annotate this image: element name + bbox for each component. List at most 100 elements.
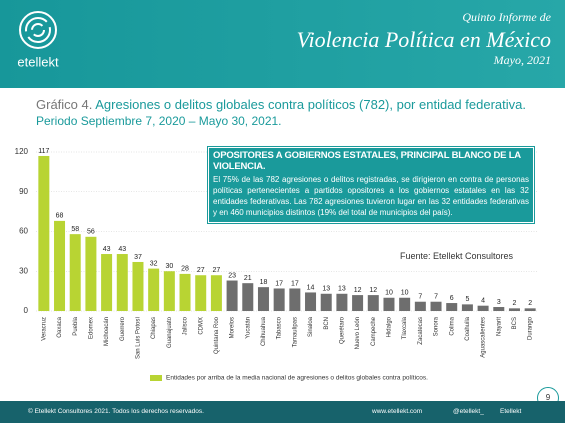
header-title: Violencia Política en México — [296, 27, 551, 52]
value-label: 30 — [165, 263, 173, 270]
x-tick-label: Veracruz — [41, 317, 47, 341]
x-tick-label: Colima — [449, 316, 455, 335]
bar — [54, 220, 66, 311]
header-kicker: Quinto Informe de — [462, 10, 551, 24]
x-tick-label: Tlaxcala — [402, 316, 408, 339]
bar — [38, 155, 50, 311]
value-label: 32 — [150, 260, 158, 267]
value-label: 37 — [134, 254, 142, 261]
x-tick-label: Querétaro — [339, 316, 345, 344]
y-tick-label: 120 — [15, 147, 29, 156]
value-label: 117 — [38, 148, 49, 155]
bar — [210, 275, 222, 311]
bar — [163, 271, 175, 311]
x-tick-label: Tabasco — [277, 316, 283, 339]
y-tick-label: 0 — [24, 306, 29, 315]
value-label: 10 — [385, 290, 393, 297]
x-tick-label: Zacatecas — [418, 317, 424, 345]
legend-label: Entidades por arriba de la media naciona… — [166, 375, 428, 382]
x-tick-label: Coahuila — [465, 316, 471, 340]
chart-label: Gráfico 4. — [36, 97, 93, 112]
bar — [336, 293, 348, 311]
logo: etellekt — [17, 11, 59, 69]
footer-twitter[interactable]: @etellekt_ — [453, 408, 484, 415]
x-tick-label: Yucatán — [245, 317, 251, 339]
bar — [273, 288, 285, 311]
value-label: 18 — [260, 279, 268, 286]
x-tick-label: Puebla — [73, 316, 79, 335]
value-label: 68 — [56, 213, 64, 220]
x-tick-label: Hidalgo — [387, 316, 393, 337]
x-tick-label: Aguascalientes — [481, 317, 487, 358]
source: Fuente: Etellekt Consultores — [400, 251, 514, 261]
x-tick-label: Oaxaca — [57, 316, 63, 337]
y-tick-label: 30 — [19, 266, 28, 275]
x-tick-label: Chiapas — [151, 317, 157, 339]
bar — [524, 308, 536, 311]
bar — [508, 308, 520, 311]
value-label: 58 — [71, 226, 79, 233]
value-label: 43 — [103, 246, 111, 253]
bar — [430, 301, 442, 311]
bar — [148, 268, 160, 311]
value-label: 13 — [322, 286, 330, 293]
x-tick-label: Nuevo León — [355, 317, 361, 349]
value-label: 14 — [307, 284, 315, 291]
bar — [289, 288, 301, 311]
footer-copyright: © Etellekt Consultores 2021. Todos los d… — [28, 408, 204, 415]
x-tick-label: Morelos — [230, 317, 236, 338]
value-label: 4 — [481, 298, 485, 305]
value-label: 12 — [369, 287, 377, 294]
x-tick-label: Sonora — [434, 316, 440, 336]
value-label: 10 — [401, 290, 409, 297]
value-label: 17 — [275, 280, 283, 287]
value-label: 6 — [450, 295, 454, 302]
header-date: Mayo, 2021 — [493, 53, 551, 67]
callout-text: El 75% de las 782 agresiones o delitos r… — [213, 175, 529, 217]
callout-title: OPOSITORES A GOBIERNOS ESTATALES, PRINCI… — [213, 150, 521, 172]
bar — [446, 303, 458, 311]
bar — [116, 254, 128, 311]
footer: © Etellekt Consultores 2021. Todos los d… — [0, 401, 565, 423]
x-tick-label: Michoacán — [104, 317, 110, 346]
header-titles: Quinto Informe de Violencia Política en … — [297, 10, 551, 68]
bar — [320, 293, 332, 311]
value-label: 43 — [118, 246, 126, 253]
bar — [367, 295, 379, 311]
value-label: 17 — [291, 280, 299, 287]
bar — [305, 292, 317, 311]
footer-facebook[interactable]: Etellekt — [500, 408, 522, 415]
bar — [132, 261, 144, 311]
bar — [69, 234, 81, 311]
x-tick-label: Campeche — [371, 316, 377, 346]
bar — [352, 295, 364, 311]
bar — [179, 273, 191, 311]
chart-heading: Gráfico 4. Agresiones o delitos globales… — [36, 97, 556, 129]
value-label: 7 — [418, 294, 422, 301]
bar — [101, 254, 113, 311]
bar — [477, 305, 489, 311]
x-tick-label: Guanajuato — [167, 316, 173, 348]
value-label: 2 — [513, 300, 517, 307]
x-tick-label: Chihuahua — [261, 316, 267, 346]
x-tick-label: Sinaloa — [308, 316, 314, 337]
value-label: 23 — [228, 272, 236, 279]
chart-title: Agresiones o delitos globales contra pol… — [95, 97, 526, 112]
x-tick-label: San Luis Potosí — [136, 317, 142, 359]
value-label: 27 — [213, 267, 221, 274]
header-band — [0, 0, 565, 88]
chart-subtitle: Periodo Septiembre 7, 2020 – Mayo 30, 20… — [36, 114, 282, 128]
value-label: 21 — [244, 275, 252, 282]
bar — [85, 236, 97, 311]
value-label: 3 — [497, 299, 501, 306]
bar — [414, 301, 426, 311]
x-tick-label: Guerrero — [120, 316, 126, 341]
x-tick-label: BCS — [512, 317, 518, 329]
x-tick-label: BCN — [324, 317, 330, 330]
bar — [195, 275, 207, 311]
callout: OPOSITORES A GOBIERNOS ESTATALES, PRINCI… — [208, 147, 534, 223]
value-label: 7 — [434, 294, 438, 301]
footer-web[interactable]: www.etellekt.com — [372, 408, 423, 415]
legend-swatch — [150, 375, 162, 381]
